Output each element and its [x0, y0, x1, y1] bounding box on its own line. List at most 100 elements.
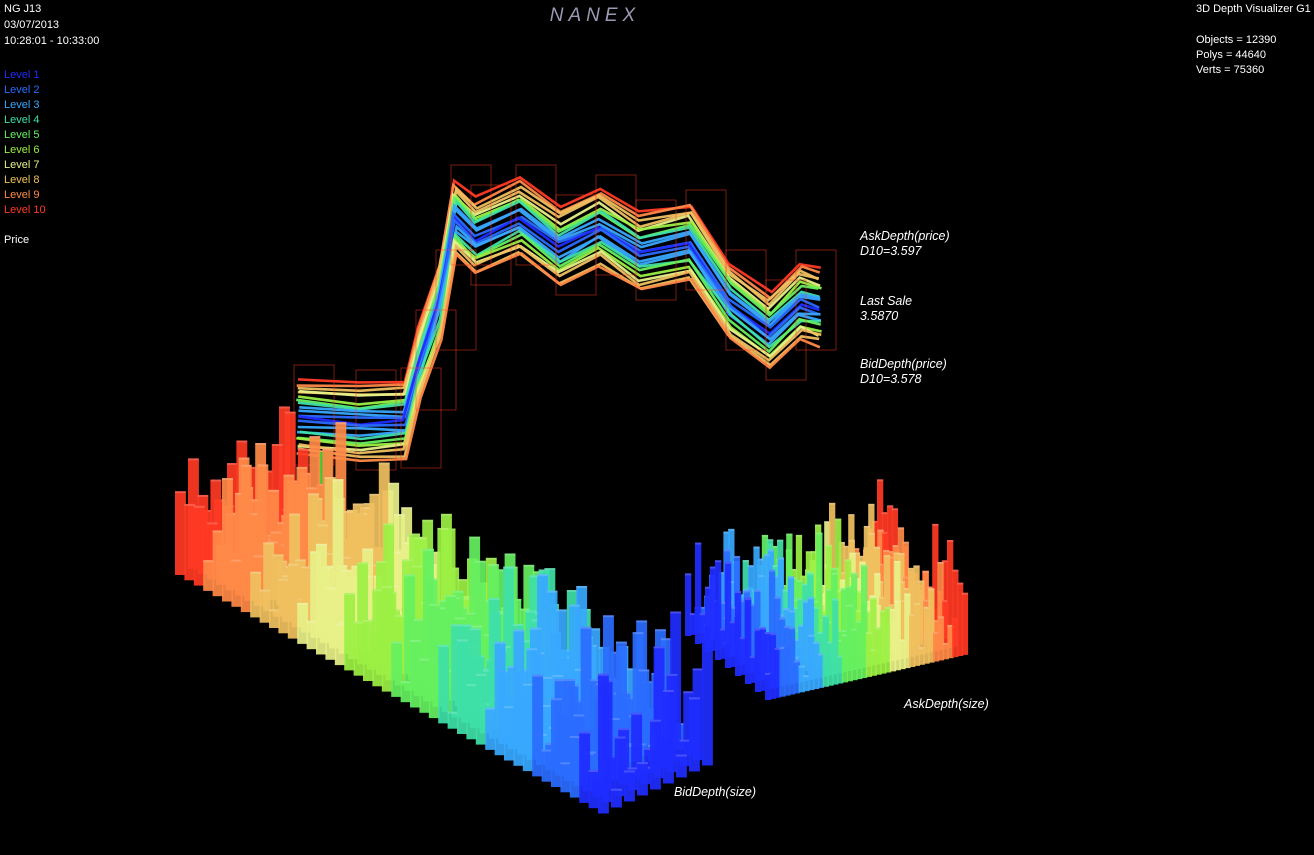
depth-bar-top	[297, 448, 309, 451]
depth-bar-top	[743, 590, 751, 593]
depth-bar-top	[305, 487, 317, 490]
depth-bar	[560, 762, 572, 793]
depth-bar	[363, 619, 374, 681]
depth-bar-top	[339, 556, 351, 559]
depth-bar-top	[212, 530, 224, 533]
depth-bar-top	[284, 411, 296, 414]
depth-bar-top	[767, 549, 775, 552]
depth-bar-top	[507, 665, 519, 668]
depth-bar	[295, 559, 306, 616]
depth-bar-top	[754, 589, 761, 592]
depth-bar	[817, 653, 825, 688]
depth-bar	[685, 573, 692, 636]
depth-bar-top	[655, 629, 666, 632]
depth-bar	[616, 641, 627, 757]
depth-bar-top	[795, 534, 803, 537]
depth-bar-top	[454, 617, 466, 620]
depth-bar	[947, 624, 954, 659]
price-frame	[355, 369, 397, 471]
annotation: BidDepth(price)	[860, 357, 947, 371]
depth-bar-top	[761, 534, 769, 537]
depth-bar-top	[203, 560, 215, 563]
depth-bar-top	[529, 575, 541, 578]
depth-bar	[918, 580, 925, 655]
depth-bar-top	[670, 611, 682, 614]
depth-bar	[504, 706, 515, 761]
depth-bar	[475, 673, 487, 745]
depth-bar	[758, 575, 765, 661]
depth-bar-top	[504, 706, 515, 709]
depth-bar-top	[909, 614, 916, 617]
depth-bar-top	[475, 673, 487, 676]
depth-bar	[913, 603, 921, 666]
depth-bar-top	[874, 605, 881, 608]
depth-bar-top	[322, 448, 334, 451]
depth-bar	[632, 632, 644, 740]
depth-bar	[653, 646, 665, 779]
depth-bar-top	[819, 584, 826, 587]
depth-bar	[580, 626, 592, 764]
depth-bar-top	[941, 560, 949, 563]
depth-bar-top	[598, 673, 609, 676]
depth-bar-top	[888, 604, 895, 607]
depth-bar-top	[913, 565, 920, 568]
depth-bar-top	[210, 479, 222, 482]
depth-bar-top	[872, 520, 879, 523]
depth-bar	[325, 587, 337, 660]
depth-bar-top	[513, 629, 525, 632]
depth-bar-top	[250, 571, 262, 574]
depth-bar-top	[357, 562, 369, 565]
depth-bar-top	[853, 552, 861, 555]
depth-bar-top	[588, 770, 600, 773]
depth-bar	[231, 559, 243, 607]
depth-bar	[470, 628, 481, 728]
depth-bar-top	[463, 595, 475, 598]
depth-bar-top	[255, 442, 267, 445]
depth-bar-top	[428, 603, 440, 606]
depth-bar	[689, 697, 700, 772]
depth-bar-top	[512, 623, 524, 626]
depth-bar	[268, 489, 280, 561]
depth-bar	[846, 604, 853, 682]
depth-bar-top	[503, 566, 515, 569]
depth-bar	[569, 604, 580, 731]
depth-bar-top	[251, 499, 263, 502]
depth-bar-top	[835, 518, 842, 521]
depth-bar	[457, 639, 468, 734]
depth-bar	[822, 615, 829, 687]
price-frame	[795, 249, 837, 351]
depth-bar	[798, 624, 805, 683]
depth-bar-top	[738, 594, 745, 597]
depth-bar-top	[745, 598, 752, 601]
depth-bar-top	[887, 505, 894, 508]
depth-bar-top	[859, 555, 866, 558]
depth-bar-top	[902, 541, 909, 544]
depth-bar-top	[266, 541, 278, 544]
price-frame	[470, 184, 512, 286]
depth-bar	[816, 532, 823, 648]
depth-bar-top	[184, 503, 196, 506]
depth-bar	[569, 736, 581, 798]
depth-bar-top	[483, 669, 494, 672]
depth-bar-top	[240, 464, 252, 467]
depth-bar	[679, 739, 691, 767]
depth-bar-top	[928, 588, 935, 591]
depth-bar-top	[235, 492, 246, 495]
annotation: D10=3.597	[860, 244, 923, 258]
depth-bar	[638, 669, 650, 757]
depth-bar	[551, 698, 562, 787]
depth-bar-top	[807, 573, 814, 576]
depth-bar-top	[231, 559, 243, 562]
depth-bar-top	[831, 567, 838, 570]
depth-bar-top	[843, 545, 850, 548]
depth-bar-top	[388, 482, 400, 485]
depth-bar-top	[263, 542, 275, 545]
depth-bar-top	[369, 493, 381, 496]
depth-bar-top	[808, 634, 815, 637]
depth-bar-top	[459, 597, 471, 600]
legend-entry: Level 4	[4, 114, 39, 126]
depth-bar-top	[846, 585, 853, 588]
depth-bar-top	[782, 589, 789, 592]
depth-bar-top	[457, 639, 468, 642]
depth-bar-top	[774, 647, 781, 650]
